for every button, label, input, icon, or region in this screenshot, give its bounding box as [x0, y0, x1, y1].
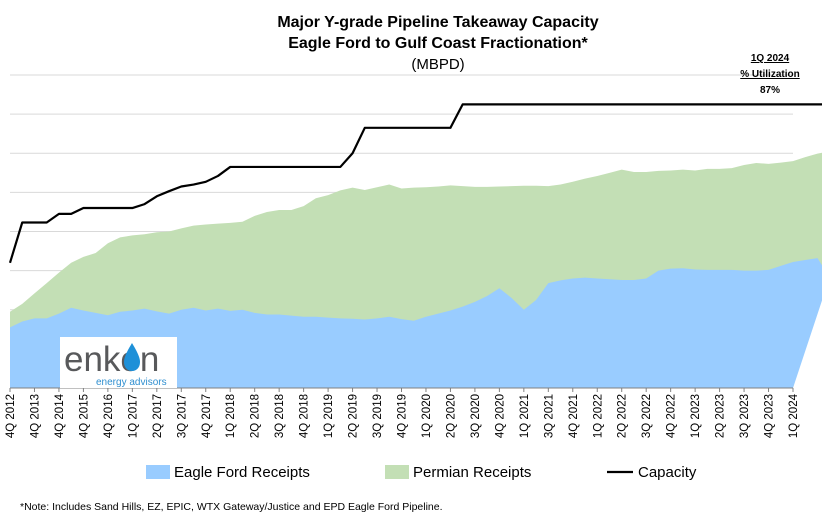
- x-tick-label: 1Q 2020: [421, 394, 433, 438]
- x-tick-label: 1Q 2024: [788, 393, 800, 438]
- chart-subtitle: Eagle Ford to Gulf Coast Fractionation*: [288, 35, 588, 52]
- x-tick-label: 1Q 2023: [690, 394, 702, 438]
- logo-text: enkon: [64, 340, 159, 379]
- eagle-ford-receipts-area: [10, 258, 822, 388]
- capacity-line: [8, 103, 822, 264]
- x-tick-label: 3Q 2021: [543, 394, 555, 438]
- legend-label-eagle-ford: Eagle Ford Receipts: [174, 464, 310, 481]
- legend-swatch-permian: [385, 465, 409, 479]
- x-tick-label: 2Q 2017: [152, 394, 164, 438]
- enkon-logo: enkon energy advisors: [60, 337, 177, 388]
- x-tick-label: 4Q 2016: [103, 394, 115, 438]
- chart-unit-label: (MBPD): [411, 56, 464, 73]
- x-tick-label: 3Q 2017: [176, 394, 188, 438]
- legend-label-permian: Permian Receipts: [413, 464, 531, 481]
- x-tick-label: 4Q 2021: [568, 394, 580, 438]
- x-tick-label: 3Q 2019: [372, 394, 384, 438]
- utilization-annotation: 1Q 2024 % Utilization 87%: [740, 53, 799, 96]
- x-tick-label: 4Q 2020: [494, 394, 506, 438]
- x-tick-label: 3Q 2022: [641, 394, 653, 438]
- x-tick-label: 4Q 2023: [764, 394, 776, 438]
- x-tick-label: 1Q 2017: [127, 394, 139, 438]
- x-tick-label: 2Q 2018: [250, 394, 262, 438]
- x-axis-tick-labels: 4Q 2012 4Q 2013 4Q 2014 4Q 2015 4Q 2016 1Q 20…: [5, 388, 800, 438]
- x-tick-label: 1Q 2018: [225, 394, 237, 438]
- x-tick-label: 2Q 2023: [715, 394, 727, 438]
- x-tick-label: 4Q 2022: [666, 394, 678, 438]
- annotation-label: % Utilization: [740, 69, 799, 80]
- annotation-value: 87%: [760, 85, 780, 96]
- x-tick-label: 1Q 2019: [323, 394, 335, 438]
- x-tick-label: 3Q 2023: [739, 394, 751, 438]
- x-tick-label: 1Q 2022: [592, 394, 604, 438]
- x-tick-label: 4Q 2014: [54, 393, 66, 438]
- x-tick-label: 2Q 2022: [617, 394, 629, 438]
- logo-background: [60, 337, 177, 388]
- x-tick-label: 4Q 2019: [397, 394, 409, 438]
- area-series: [10, 152, 822, 388]
- water-drop-icon: [124, 343, 140, 371]
- footnote: *Note: Includes Sand Hills, EZ, EPIC, WT…: [20, 501, 443, 513]
- x-tick-label: 4Q 2013: [29, 394, 41, 438]
- x-tick-label: 4Q 2015: [78, 394, 90, 438]
- x-tick-label: 2Q 2019: [348, 394, 360, 438]
- x-tick-label: 3Q 2020: [470, 394, 482, 438]
- x-tick-label: 3Q 2018: [274, 394, 286, 438]
- chart-title: Major Y-grade Pipeline Takeaway Capacity: [277, 14, 598, 31]
- x-tick-label: 4Q 2017: [201, 394, 213, 438]
- x-tick-label: 4Q 2018: [299, 394, 311, 438]
- legend: Eagle Ford Receipts Permian Receipts Cap…: [146, 464, 697, 481]
- logo-subtext: energy advisors: [96, 377, 167, 388]
- x-tick-label: 2Q 2020: [445, 394, 457, 438]
- capacity-line-series: [8, 103, 822, 264]
- legend-label-capacity: Capacity: [638, 464, 697, 481]
- legend-swatch-eagle-ford: [146, 465, 170, 479]
- annotation-period: 1Q 2024: [751, 53, 790, 64]
- x-tick-label: 4Q 2012: [5, 394, 17, 438]
- x-tick-label: 1Q 2021: [519, 394, 531, 438]
